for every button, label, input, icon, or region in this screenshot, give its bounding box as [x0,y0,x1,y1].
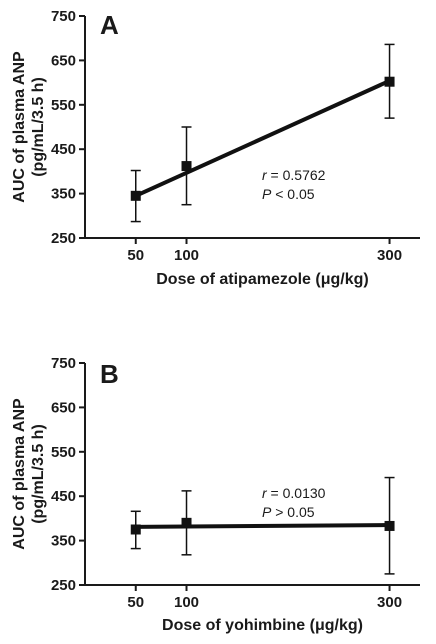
data-point [181,517,192,528]
data-point [130,190,141,201]
y-axis-title: AUC of plasma ANP (pg/mL/3.5 h) [11,398,47,550]
data-point [384,76,395,87]
y-tick-label: 350 [51,533,76,550]
y-tick-label: 750 [51,355,76,372]
y-axis-title-line: (pg/mL/3.5 h) [30,77,47,177]
annotation-r-symbol: r [262,167,268,183]
y-tick-label: 450 [51,141,76,158]
y-tick-label: 750 [51,8,76,25]
x-tick-label: 100 [174,247,199,264]
y-tick-label: 250 [51,230,76,247]
x-tick-label: 50 [127,594,144,611]
panel-label: B [100,359,119,389]
data-point [130,524,141,535]
panel-label: A [100,10,119,40]
y-axis-title-line: AUC of plasma ANP [11,51,28,203]
annotation-r: r = 0.5762 [262,167,326,183]
y-tick-label: 550 [51,444,76,461]
x-tick-label: 100 [174,594,199,611]
annotation-p-symbol: P [262,186,272,202]
y-tick-label: 650 [51,399,76,416]
chart-panel-b: 250 350 450 550 650 750 50 100 300 B AUC of plasma… [11,355,420,634]
annotation-r-value: = 0.5762 [267,167,326,183]
x-axis-title: Dose of atipamezole (μg/kg) [156,271,368,288]
annotation-r: r = 0.0130 [262,485,326,501]
regression-line [134,79,391,198]
y-tick-label: 450 [51,488,76,505]
annotation-p: P < 0.05 [262,186,315,202]
y-axis-title-line: (pg/mL/3.5 h) [30,424,47,524]
regression-line [135,523,390,529]
y-axis-title-line: AUC of plasma ANP [11,398,28,550]
y-axis-title: AUC of plasma ANP (pg/mL/3.5 h) [11,51,47,203]
x-axis-title: Dose of yohimbine (μg/kg) [162,617,363,634]
annotation-p: P > 0.05 [262,504,315,520]
chart-panel-a: 250 350 450 550 650 750 50 100 300 A AUC of plasma… [11,8,420,288]
data-point [384,520,395,531]
x-tick-label: 300 [377,594,402,611]
annotation-r-value: = 0.0130 [267,485,326,501]
annotation-p-symbol: P [262,504,272,520]
y-tick-label: 350 [51,186,76,203]
x-tick-label: 50 [127,247,144,264]
x-tick-label: 300 [377,247,402,264]
annotation-r-symbol: r [262,485,268,501]
annotation-p-value: < 0.05 [271,186,314,202]
data-point [181,161,192,172]
y-tick-label: 650 [51,52,76,69]
annotation-p-value: > 0.05 [271,504,314,520]
y-tick-label: 550 [51,97,76,114]
y-tick-label: 250 [51,577,76,594]
